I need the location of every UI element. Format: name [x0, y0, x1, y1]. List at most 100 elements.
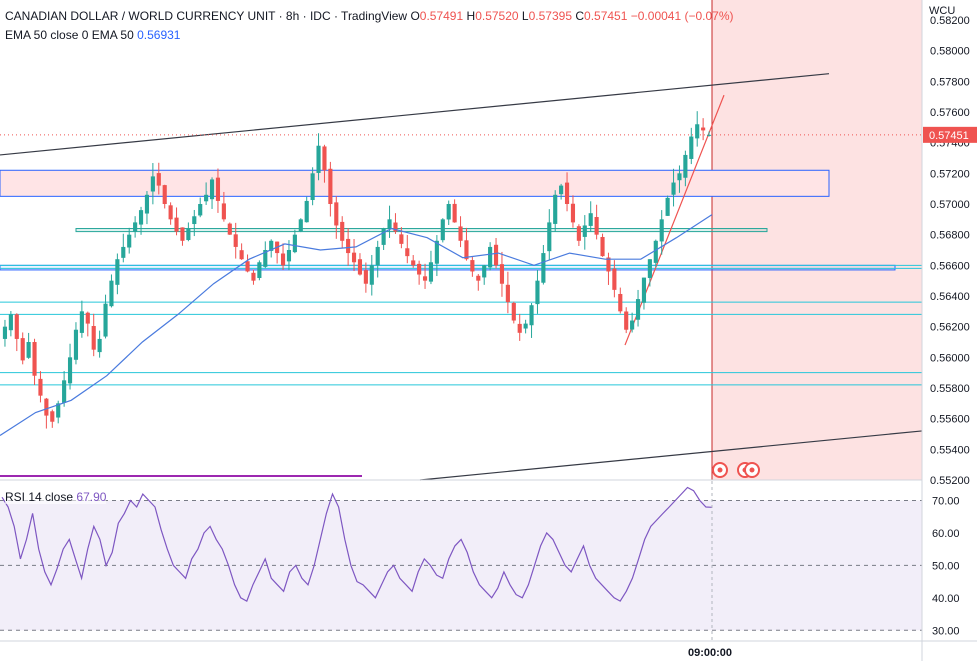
- candle-body: [446, 204, 451, 220]
- candle-body: [334, 202, 339, 226]
- candle-body: [541, 253, 546, 283]
- candle-body: [192, 216, 197, 225]
- candle-body: [239, 250, 244, 260]
- candle-body: [706, 134, 712, 136]
- candle: [594, 204, 599, 240]
- candle-body: [351, 252, 357, 263]
- change-value: −0.00041 (−0.07%): [630, 9, 734, 23]
- candle: [417, 260, 422, 285]
- candle-body: [588, 213, 593, 226]
- candle-body: [594, 217, 599, 235]
- rsi-legend[interactable]: RSI 14 close 67.90: [5, 490, 107, 504]
- candle: [706, 131, 712, 137]
- candle-body: [417, 263, 422, 275]
- candle-body: [221, 203, 226, 220]
- candle: [452, 199, 457, 223]
- candle-body: [653, 240, 658, 263]
- candle-body: [476, 275, 481, 281]
- rsi-tick-label: 60.00: [932, 528, 960, 540]
- candle-body: [612, 268, 617, 290]
- candle: [85, 311, 90, 337]
- candle: [582, 215, 587, 250]
- ema-legend[interactable]: EMA 50 close 0 EMA 50 0.56931: [5, 28, 180, 42]
- candle-body: [286, 250, 292, 262]
- candle-body: [464, 240, 469, 260]
- candle-body: [553, 194, 558, 224]
- candle: [103, 294, 108, 339]
- candlesticks: [2, 111, 712, 429]
- candle: [523, 319, 528, 334]
- candle-body: [26, 342, 31, 358]
- candle-body: [298, 219, 303, 232]
- candle-body: [233, 234, 238, 247]
- mid-zone-box: [75, 228, 768, 233]
- high-value: 0.57520: [475, 9, 519, 23]
- candle-body: [411, 260, 416, 266]
- candle: [251, 269, 256, 285]
- candle: [641, 277, 647, 310]
- candle: [695, 111, 700, 147]
- candle: [381, 227, 386, 250]
- candle-body: [547, 222, 552, 252]
- resistance-zone-box: [0, 169, 830, 197]
- candle: [245, 254, 250, 273]
- candle: [470, 256, 475, 277]
- candle-body: [62, 380, 67, 403]
- close-value: 0.57451: [584, 9, 628, 23]
- candle: [488, 242, 493, 271]
- candle: [446, 200, 451, 226]
- candle: [2, 319, 8, 347]
- candle-body: [582, 225, 587, 237]
- price-tick-label: 0.56600: [930, 260, 970, 272]
- candle-body: [635, 299, 641, 320]
- candle: [138, 206, 144, 235]
- candle-body: [32, 342, 37, 376]
- candle: [600, 233, 605, 257]
- candle-body: [375, 246, 380, 266]
- candle: [8, 311, 13, 337]
- rsi-label: RSI 14 close: [5, 490, 74, 504]
- candle: [115, 253, 120, 295]
- candle: [505, 271, 510, 314]
- candle-body: [133, 222, 138, 232]
- candle-body: [14, 314, 19, 339]
- candle-body: [103, 303, 108, 337]
- candle-body: [121, 246, 126, 258]
- ema-value: 0.56931: [137, 28, 181, 42]
- candle-body: [665, 197, 670, 216]
- candle-body: [269, 240, 274, 251]
- candle: [316, 133, 321, 181]
- candle: [482, 264, 487, 285]
- candle: [121, 233, 126, 263]
- candle-body: [168, 205, 173, 220]
- candle: [186, 222, 191, 242]
- candle: [174, 207, 179, 236]
- candle-body: [482, 265, 487, 278]
- candle: [671, 168, 676, 207]
- candle: [434, 235, 439, 277]
- ema-line: [0, 214, 713, 437]
- candle: [576, 224, 581, 247]
- candle-body: [381, 228, 386, 245]
- candle: [340, 216, 345, 248]
- candle-body: [405, 248, 410, 257]
- candle-body: [683, 154, 688, 178]
- candle-body: [701, 127, 706, 131]
- candle-body: [44, 398, 49, 416]
- candle-body: [428, 262, 434, 282]
- current-price-value: 0.57451: [929, 130, 969, 142]
- candle-body: [647, 259, 652, 278]
- candle: [209, 177, 215, 209]
- candle: [215, 168, 221, 213]
- candle-body: [559, 185, 564, 195]
- candle: [683, 150, 688, 187]
- candle: [310, 167, 315, 206]
- candle-body: [470, 260, 475, 272]
- candle-body: [316, 145, 321, 173]
- price-tick-label: 0.57000: [930, 199, 970, 211]
- trend-line: [624, 94, 725, 346]
- candle-body: [493, 244, 499, 266]
- candle-body: [387, 219, 392, 229]
